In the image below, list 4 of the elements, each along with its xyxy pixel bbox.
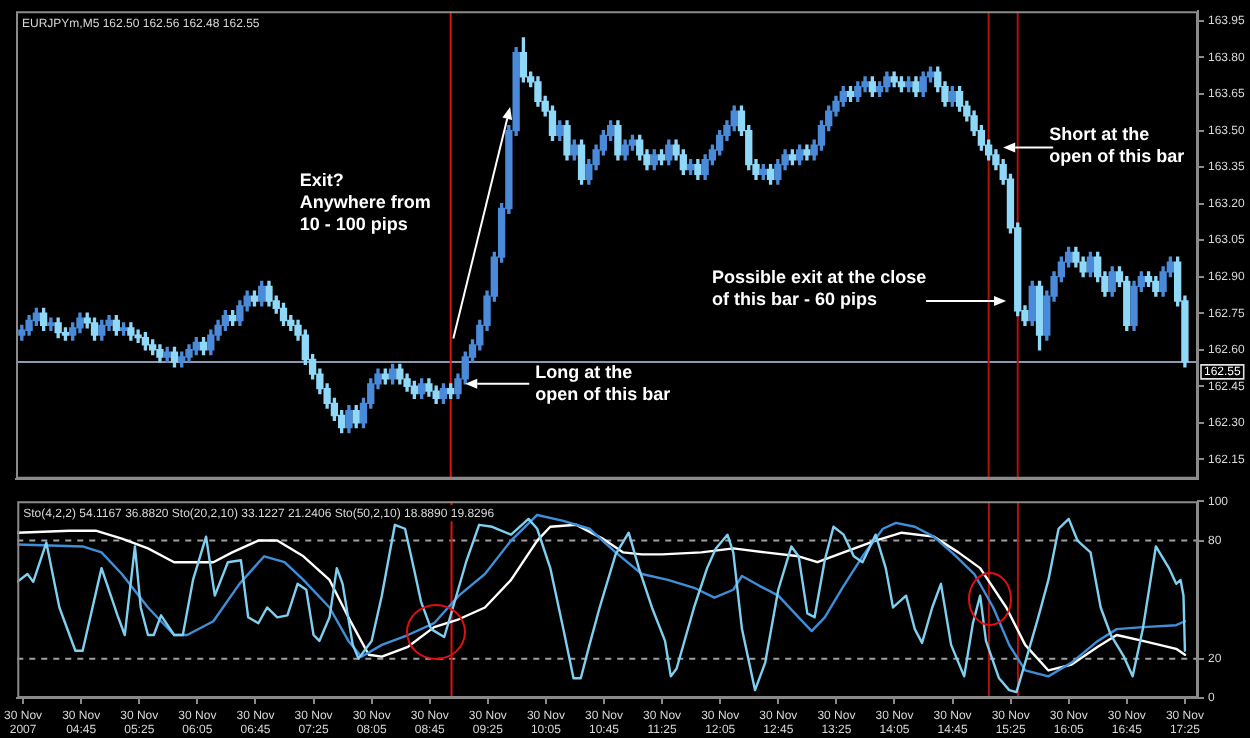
annotation: Short at the open of this bar bbox=[1049, 123, 1186, 166]
annotation: Exit? Anywhere from 10 - 100 pips bbox=[299, 170, 431, 235]
annotation: Possible exit at the close of this bar - 60 pips bbox=[712, 266, 927, 309]
annotation: Long at the open of this bar bbox=[535, 361, 672, 404]
